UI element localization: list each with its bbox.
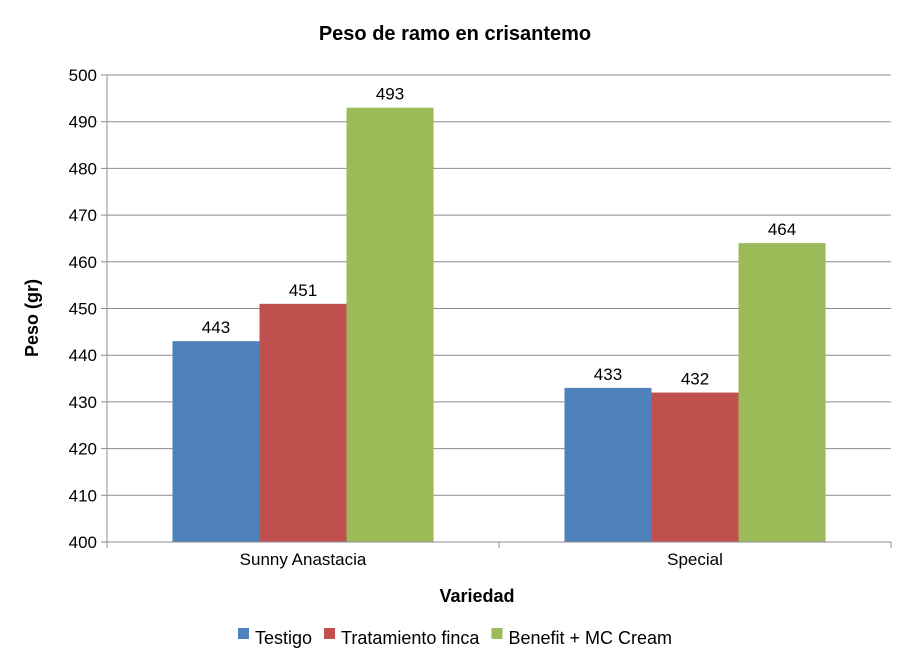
y-tick-label: 470	[69, 206, 97, 225]
x-tick-label: Special	[667, 550, 723, 569]
legend-swatch	[237, 628, 249, 639]
data-label: 433	[594, 365, 622, 384]
y-tick-label: 440	[69, 346, 97, 365]
legend-item: Benefit + MC Cream	[491, 628, 672, 648]
y-tick-label: 400	[69, 533, 97, 552]
y-axis-title: Peso (gr)	[22, 279, 42, 357]
y-tick-label: 420	[69, 440, 97, 459]
bar	[172, 341, 260, 542]
data-label: 432	[681, 370, 709, 389]
data-label: 443	[202, 318, 230, 337]
y-tick-label: 450	[69, 300, 97, 319]
y-tick-label: 500	[69, 66, 97, 85]
y-axis-ticks: 400 410 420 430 440 450 460 470 480 490 500	[69, 66, 107, 552]
y-tick-label: 430	[69, 393, 97, 412]
bar	[651, 392, 739, 542]
data-label: 464	[768, 220, 796, 239]
legend-swatch	[491, 628, 503, 639]
legend: Testigo Tratamiento finca Benefit + MC Cre…	[237, 628, 672, 648]
legend-item: Testigo	[237, 628, 312, 648]
data-labels: 443 451 493 433 432 464	[202, 85, 796, 389]
y-tick-label: 410	[69, 486, 97, 505]
x-axis: Sunny Anastacia Special	[106, 75, 892, 569]
x-tick-label: Sunny Anastacia	[240, 550, 367, 569]
x-axis-title: Variedad	[439, 586, 514, 606]
legend-swatch	[324, 628, 336, 639]
legend-label: Testigo	[255, 628, 312, 648]
bars	[172, 107, 826, 542]
data-label: 493	[376, 85, 404, 104]
bar	[346, 107, 434, 542]
legend-label: Benefit + MC Cream	[508, 628, 672, 648]
y-tick-label: 480	[69, 159, 97, 178]
bar	[564, 387, 652, 542]
legend-label: Tratamiento finca	[341, 628, 480, 648]
y-tick-label: 460	[69, 253, 97, 272]
bar	[259, 303, 347, 542]
data-label: 451	[289, 281, 317, 300]
y-tick-label: 490	[69, 113, 97, 132]
bar	[738, 243, 826, 542]
legend-item: Tratamiento finca	[324, 628, 480, 648]
chart-title: Peso de ramo en crisantemo	[319, 23, 591, 45]
